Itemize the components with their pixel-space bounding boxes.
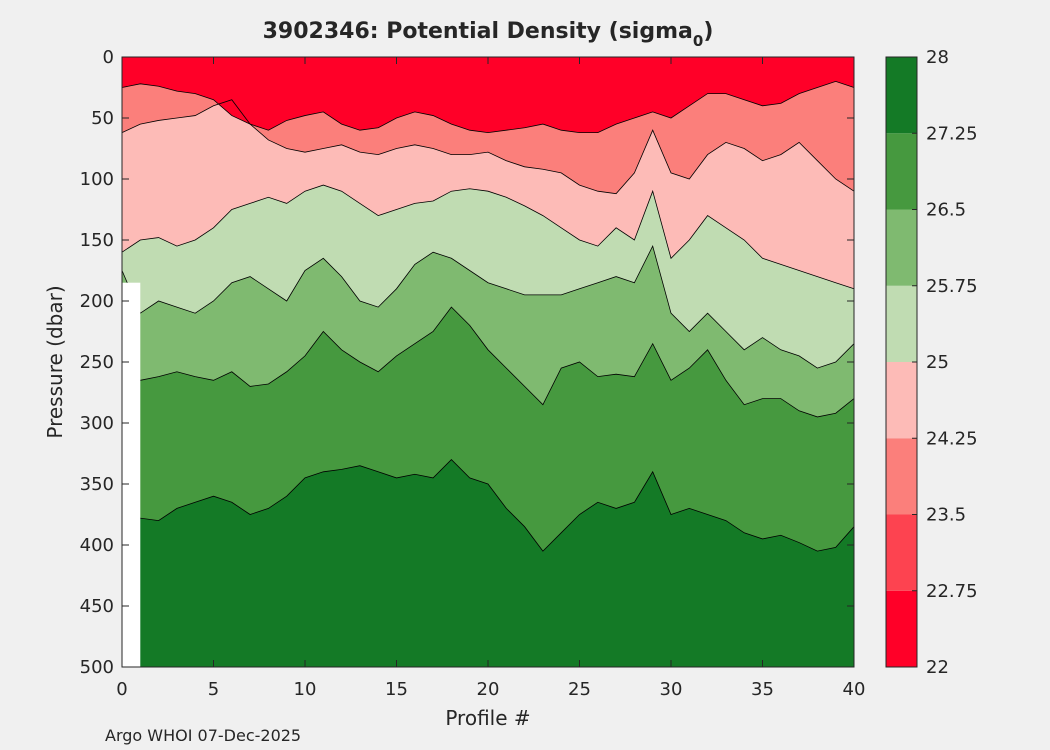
missing-data-region bbox=[122, 282, 141, 667]
colorbar-label: 24.25 bbox=[926, 428, 978, 449]
colorbar-segment bbox=[886, 209, 917, 286]
y-tick-label: 0 bbox=[103, 47, 114, 68]
x-tick-label: 15 bbox=[385, 679, 408, 700]
contour-lines bbox=[121, 80, 855, 552]
footer-credit: Argo WHOI 07-Dec-2025 bbox=[105, 726, 301, 745]
colorbar-label: 23.5 bbox=[926, 505, 966, 526]
x-tick-label: 35 bbox=[751, 679, 774, 700]
chart-title-text: 3902346: Potential Density (sigma bbox=[263, 19, 693, 44]
x-tick-label: 25 bbox=[568, 679, 591, 700]
x-tick-label: 5 bbox=[208, 679, 219, 700]
y-tick-label: 350 bbox=[80, 474, 114, 495]
colorbar-label: 22.75 bbox=[926, 581, 978, 602]
y-tick-label: 450 bbox=[80, 596, 114, 617]
y-tick-label: 150 bbox=[80, 230, 114, 251]
colorbar-segment bbox=[886, 285, 917, 362]
chart-title: 3902346: Potential Density (sigma0) bbox=[263, 19, 714, 50]
y-tick-label: 250 bbox=[80, 352, 114, 373]
x-tick-label: 30 bbox=[660, 679, 683, 700]
y-tick-label: 400 bbox=[80, 535, 114, 556]
colorbar-segment bbox=[886, 590, 917, 667]
colorbar-label: 25.75 bbox=[926, 276, 978, 297]
colorbar-segment bbox=[886, 514, 917, 591]
x-axis: 0 5 10 15 20 25 30 35 40 bbox=[116, 57, 865, 700]
contour-line-23.5 bbox=[121, 80, 855, 134]
contour-line-24.25 bbox=[121, 99, 855, 195]
colorbar: 22 22.75 23.5 24.25 25 25.75 26.5 27.25 28 bbox=[885, 47, 978, 678]
contour-band-22 bbox=[122, 57, 854, 133]
colorbar-segment bbox=[886, 57, 917, 134]
y-tick-label: 300 bbox=[80, 413, 114, 434]
y-axis: 0 50 100 150 200 250 300 350 400 450 500 bbox=[80, 47, 854, 678]
x-tick-label: 40 bbox=[843, 679, 866, 700]
x-axis-label: Profile # bbox=[445, 706, 530, 730]
colorbar-segment bbox=[886, 438, 917, 515]
x-tick-label: 20 bbox=[477, 679, 500, 700]
chart-title-close: ) bbox=[703, 19, 713, 44]
colorbar-label: 26.5 bbox=[926, 200, 966, 221]
x-tick-label: 10 bbox=[294, 679, 317, 700]
contour-fills bbox=[122, 57, 854, 667]
colorbar-label: 22 bbox=[926, 657, 949, 678]
colorbar-segment bbox=[886, 362, 917, 439]
colorbar-label: 25 bbox=[926, 352, 949, 373]
colorbar-label: 28 bbox=[926, 47, 949, 68]
colorbar-segment bbox=[886, 133, 917, 210]
chart-title-subscript: 0 bbox=[693, 32, 703, 50]
contour-line-26.5 bbox=[121, 306, 855, 418]
contour-plot bbox=[121, 56, 855, 668]
colorbar-label: 27.25 bbox=[926, 123, 978, 144]
y-tick-label: 50 bbox=[91, 108, 114, 129]
x-tick-label: 0 bbox=[116, 679, 127, 700]
y-tick-label: 200 bbox=[80, 291, 114, 312]
contour-line-27.25 bbox=[121, 459, 855, 552]
y-tick-label: 100 bbox=[80, 169, 114, 190]
y-tick-label: 500 bbox=[80, 657, 114, 678]
y-axis-label: Pressure (dbar) bbox=[43, 285, 67, 438]
contour-line-25.75 bbox=[121, 244, 855, 369]
contour-line-25 bbox=[121, 184, 855, 290]
